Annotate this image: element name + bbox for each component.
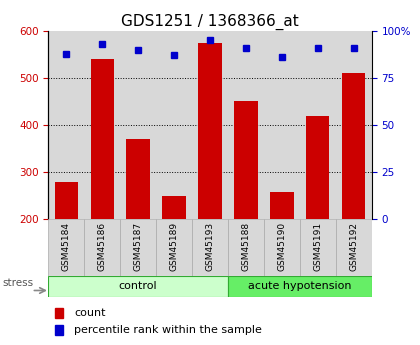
Text: control: control bbox=[119, 282, 158, 291]
Bar bbox=[48, 219, 84, 276]
Bar bbox=[192, 219, 228, 276]
Bar bbox=[234, 101, 257, 219]
Text: acute hypotension: acute hypotension bbox=[248, 282, 352, 291]
Bar bbox=[48, 276, 228, 297]
Bar bbox=[120, 219, 156, 276]
Text: GSM45193: GSM45193 bbox=[205, 222, 215, 271]
Bar bbox=[156, 219, 192, 276]
Text: GSM45188: GSM45188 bbox=[241, 222, 250, 271]
Text: GSM45190: GSM45190 bbox=[277, 222, 286, 271]
Bar bbox=[342, 73, 365, 219]
Bar bbox=[55, 308, 63, 318]
Text: stress: stress bbox=[2, 278, 33, 288]
Text: GSM45191: GSM45191 bbox=[313, 222, 322, 271]
Text: GSM45187: GSM45187 bbox=[134, 222, 143, 271]
Bar bbox=[264, 219, 300, 276]
Bar bbox=[336, 219, 372, 276]
Bar bbox=[270, 192, 294, 219]
Text: percentile rank within the sample: percentile rank within the sample bbox=[74, 325, 262, 335]
Bar bbox=[55, 183, 78, 219]
Bar bbox=[163, 196, 186, 219]
Text: GSM45184: GSM45184 bbox=[62, 222, 71, 271]
Bar bbox=[300, 219, 336, 276]
Bar bbox=[306, 116, 329, 219]
Bar bbox=[126, 139, 150, 219]
Text: count: count bbox=[74, 308, 106, 318]
Bar bbox=[198, 43, 222, 219]
Bar bbox=[228, 276, 372, 297]
Bar bbox=[228, 219, 264, 276]
Bar bbox=[55, 325, 63, 335]
Bar bbox=[84, 219, 120, 276]
Text: GSM45186: GSM45186 bbox=[98, 222, 107, 271]
Text: GSM45192: GSM45192 bbox=[349, 222, 358, 271]
Bar bbox=[91, 59, 114, 219]
Title: GDS1251 / 1368366_at: GDS1251 / 1368366_at bbox=[121, 13, 299, 30]
Text: GSM45189: GSM45189 bbox=[170, 222, 178, 271]
